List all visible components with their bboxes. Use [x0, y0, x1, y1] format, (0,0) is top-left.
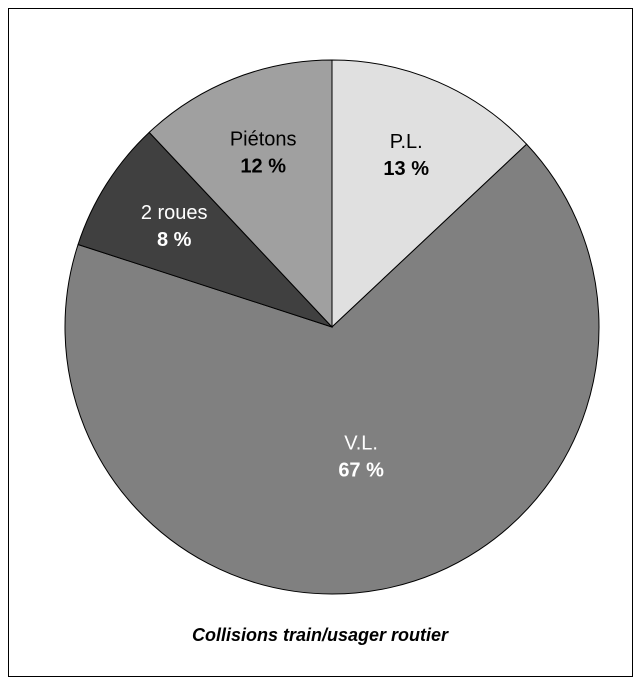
slice-value-label: 8 % — [157, 229, 192, 251]
slice-value-label: 67 % — [338, 460, 384, 482]
slice-label: P.L. — [390, 131, 423, 153]
pie-slice — [77, 131, 333, 328]
slice-label: Piétons — [230, 129, 297, 151]
slice-label: V.L. — [344, 433, 378, 455]
slice-label: 2 roues — [141, 202, 208, 224]
pie-slice — [148, 59, 333, 329]
pie-slice — [331, 59, 528, 329]
pie-slice — [64, 143, 600, 595]
chart-title: Collisions train/usager routier — [192, 625, 449, 645]
slice-value-label: 13 % — [383, 158, 429, 180]
slice-value-label: 12 % — [240, 156, 286, 178]
